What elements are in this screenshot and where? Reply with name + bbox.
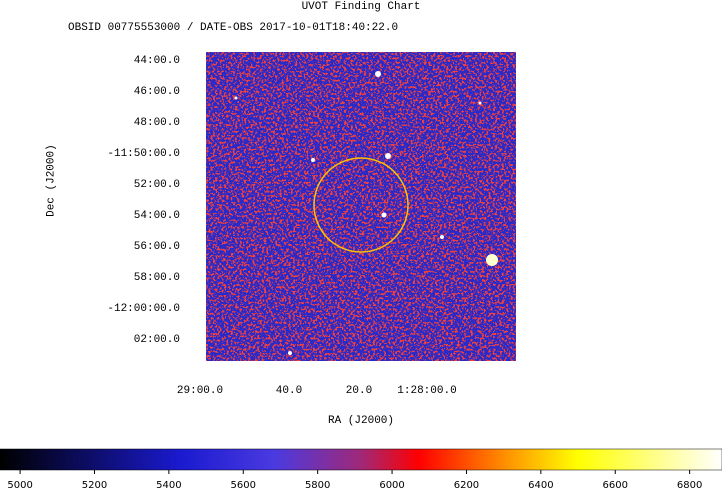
ra-tick-label: 29:00.0 <box>177 385 223 397</box>
colorbar-tick-label: 5200 <box>82 480 107 489</box>
dec-tick-label: 54:00.0 <box>134 210 180 222</box>
subtitle: OBSID 00775553000 / DATE-OBS 2017-10-01T… <box>68 22 398 34</box>
colorbar-tick-label: 5000 <box>7 480 32 489</box>
colorbar-tick-label: 5800 <box>305 480 330 489</box>
sky-image <box>206 52 516 361</box>
colorbar-tick-label: 5400 <box>156 480 181 489</box>
colorbar-tick-label: 6400 <box>528 480 553 489</box>
x-axis-label: RA (J2000) <box>328 415 394 427</box>
source-region <box>313 157 409 253</box>
ra-tick-label: 20.0 <box>346 385 372 397</box>
ra-tick-label: 1:28:00.0 <box>397 385 456 397</box>
dec-tick-label: 56:00.0 <box>134 241 180 253</box>
dec-tick-label: -12:00:00.0 <box>107 303 180 315</box>
colorbar-tick-label: 5600 <box>231 480 256 489</box>
dec-tick-label: 58:00.0 <box>134 272 180 284</box>
dec-tick-label: 48:00.0 <box>134 117 180 129</box>
y-axis-label: Dec (J2000) <box>46 144 58 217</box>
stars <box>234 71 498 355</box>
colorbar-tick-label: 6000 <box>379 480 404 489</box>
colorbar-tick-label: 6200 <box>454 480 479 489</box>
title: UVOT Finding Chart <box>302 1 421 13</box>
colorbar-tick-label: 6600 <box>603 480 628 489</box>
dec-tick-label: -11:50:00.0 <box>107 148 180 160</box>
ra-tick-label: 40.0 <box>276 385 302 397</box>
dec-tick-label: 52:00.0 <box>134 179 180 191</box>
dec-tick-label: 44:00.0 <box>134 55 180 67</box>
colorbar-tick-label: 6800 <box>677 480 702 489</box>
colorbar <box>0 448 722 471</box>
dec-tick-label: 02:00.0 <box>134 334 180 346</box>
dec-tick-label: 46:00.0 <box>134 86 180 98</box>
